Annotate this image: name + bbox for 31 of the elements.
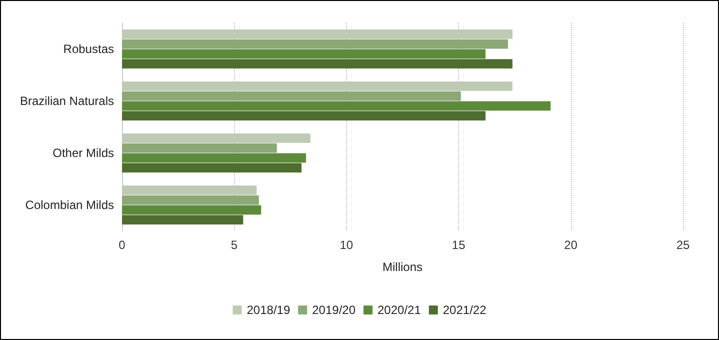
x-tick-label: 5 bbox=[230, 238, 238, 252]
x-tick-label: 0 bbox=[118, 238, 126, 252]
legend-label: 2020/21 bbox=[378, 303, 422, 317]
legend-label: 2018/19 bbox=[246, 303, 290, 317]
bar bbox=[122, 153, 306, 163]
bar bbox=[122, 49, 486, 59]
y-tick-label: Other Milds bbox=[52, 146, 114, 160]
bar bbox=[122, 91, 461, 101]
x-tick-label: 20 bbox=[564, 238, 578, 252]
bar bbox=[122, 101, 551, 111]
bar bbox=[122, 134, 310, 143]
y-tick-label: Colombian Milds bbox=[25, 198, 114, 212]
legend-label: 2021/22 bbox=[442, 303, 487, 317]
y-tick-label: Robustas bbox=[63, 42, 114, 56]
bar bbox=[122, 195, 259, 205]
x-tick-label: 15 bbox=[452, 238, 466, 252]
bar bbox=[122, 30, 512, 39]
bar bbox=[122, 215, 244, 224]
bar bbox=[122, 59, 512, 68]
bar bbox=[122, 205, 262, 215]
x-tick-label: 10 bbox=[340, 238, 354, 252]
bar bbox=[122, 163, 302, 172]
bar bbox=[122, 39, 508, 49]
bar bbox=[122, 186, 257, 195]
x-axis-title: Millions bbox=[382, 260, 423, 274]
bar bbox=[122, 82, 512, 91]
legend-label: 2019/20 bbox=[312, 303, 356, 317]
bar bbox=[122, 111, 486, 120]
y-tick-label: Brazilian Naturals bbox=[20, 94, 114, 108]
bar bbox=[122, 143, 277, 153]
x-tick-label: 25 bbox=[676, 238, 690, 252]
